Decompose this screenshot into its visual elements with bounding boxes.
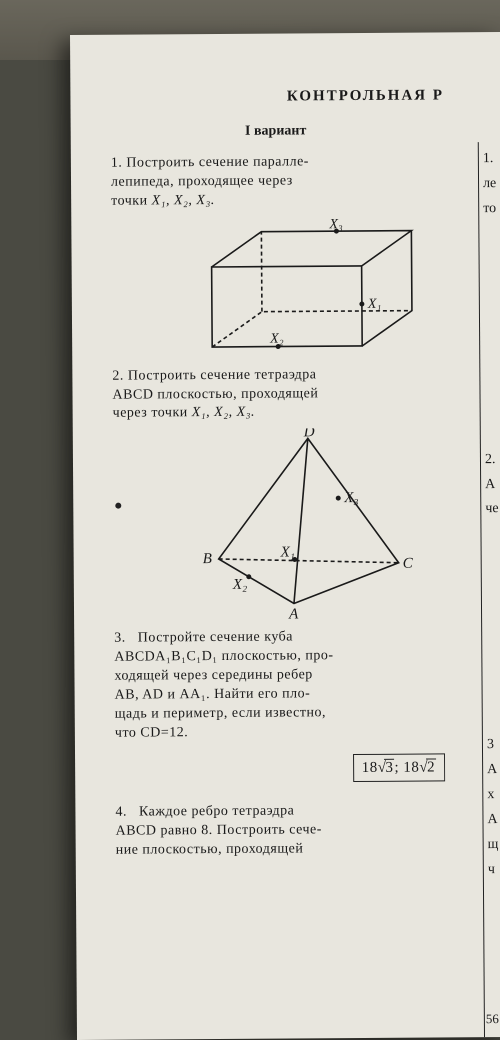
rc-2c: че — [483, 500, 500, 519]
task-2-line-b: ABCD плоскостью, проходящей — [112, 386, 318, 402]
task-3-l6: что CD=12. — [115, 725, 188, 741]
svg-text:X₁: X₁ — [280, 545, 296, 561]
rc-3b: A — [485, 761, 500, 780]
svg-text:X₃: X₃ — [328, 217, 343, 232]
paper-sheet: КОНТРОЛЬНАЯ Р I вариант 1. Построить сеч… — [70, 32, 500, 1040]
task-2: 2. Построить сечение тетраэдра ABCD плос… — [112, 365, 442, 424]
rc-2a: 2. — [483, 451, 500, 470]
svg-text:X₃: X₃ — [343, 490, 359, 506]
answer-r2: 2 — [426, 758, 436, 775]
answer-b: 18 — [403, 759, 419, 775]
svg-text:X₂: X₂ — [269, 331, 284, 346]
rc-3c: х — [485, 786, 500, 805]
answer-box: 18 3; 18 2 — [353, 753, 446, 782]
task-3: 3. Постройте сечение куба ABCDA₁B₁C₁D₁ п… — [114, 628, 445, 744]
page-number: 56 — [486, 1011, 499, 1027]
answer-r1: 3 — [384, 758, 394, 775]
answer-a: 18 — [362, 760, 378, 776]
task-2-line-c: через точки — [113, 406, 188, 422]
svg-text:C: C — [403, 556, 414, 572]
rc-2b: A — [483, 476, 500, 495]
task-3-l2: ABCDA₁B₁C₁D₁ плоскостью, про- — [114, 648, 333, 665]
page-content: КОНТРОЛЬНАЯ Р I вариант 1. Построить сеч… — [70, 32, 500, 1040]
variant-heading: I вариант — [111, 122, 441, 140]
ink-dot — [115, 503, 121, 509]
figure-tetrahedron: D B C A X₃ X₁ X₂ — [188, 428, 429, 620]
task-4: 4. Каждое ребро тетраэдра ABCD равно 8. … — [115, 801, 445, 860]
task-2-num: 2. — [112, 368, 124, 383]
page-title: КОНТРОЛЬНАЯ Р — [110, 87, 500, 107]
task-4-num: 4. — [115, 805, 127, 820]
rc-3a: 3 — [485, 736, 500, 755]
rc-1c: то — [481, 200, 500, 219]
task-1: 1. Построить сечение паралле- лепипеда, … — [111, 152, 441, 211]
rc-3d: A — [485, 811, 500, 830]
svg-text:D: D — [303, 428, 315, 441]
rc-1a: 1. — [481, 150, 500, 169]
task-4-l1: Каждое ребро тетраэдра — [139, 803, 294, 819]
task-3-l3: ходящей через середины ребер — [114, 667, 312, 683]
task-1-points: X₁, X₂, X₃. — [152, 193, 215, 208]
task-1-line-a: Построить сечение паралле- — [126, 154, 309, 170]
task-3-num: 3. — [114, 631, 126, 646]
task-3-l4: AB, AD и AA₁. Найти его пло- — [115, 686, 311, 702]
rc-3e: щ — [486, 836, 500, 855]
svg-text:A: A — [288, 607, 299, 620]
rc-1b: ле — [481, 175, 500, 194]
task-3-answer-row: 18 3; 18 2 — [115, 747, 445, 798]
task-1-line-b: лепипеда, проходящее через — [111, 173, 293, 189]
svg-text:X₂: X₂ — [232, 577, 248, 593]
task-1-line-c: точки — [111, 193, 148, 208]
task-2-points: X₁, X₂, X₃. — [192, 405, 255, 420]
task-4-l3: ние плоскостью, проходящей — [116, 841, 304, 857]
svg-text:X₁: X₁ — [367, 297, 382, 312]
task-1-num: 1. — [111, 156, 123, 171]
task-4-l2: ABCD равно 8. Построить сече- — [116, 822, 322, 838]
right-column-fragment: 1. ле то 2. A че 3 A х A щ ч — [481, 150, 500, 886]
figure-parallelepiped: X₃ X₁ X₂ — [181, 215, 432, 357]
rc-3f: ч — [486, 861, 500, 880]
answer-sep: ; — [394, 759, 403, 775]
svg-text:B: B — [203, 551, 212, 567]
task-3-l1: Постройте сечение куба — [138, 630, 293, 646]
task-2-line-a: Построить сечение тетраэдра — [128, 367, 317, 383]
task-3-l5: щадь и периметр, если известно, — [115, 705, 326, 721]
